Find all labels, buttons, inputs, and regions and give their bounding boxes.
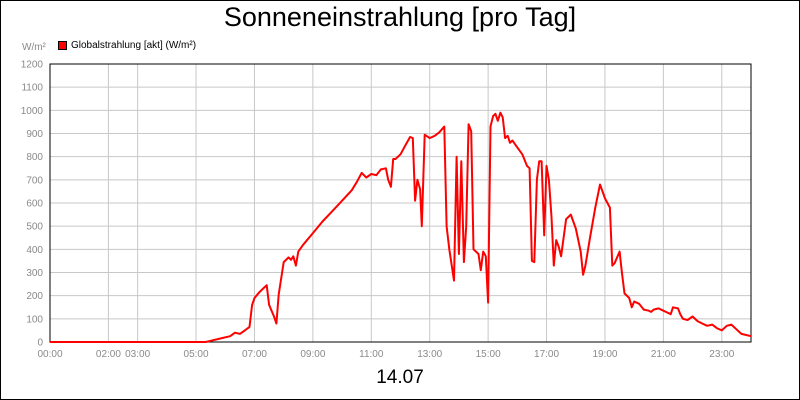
- y-tick-label: 500: [26, 222, 43, 233]
- y-tick-label: 700: [26, 175, 43, 186]
- x-tick-label: 03:00: [125, 349, 150, 360]
- x-tick-label: 15:00: [476, 349, 501, 360]
- legend: Globalstrahlung [akt] (W/m²): [58, 38, 196, 52]
- x-tick-label: 17:00: [534, 349, 559, 360]
- y-tick-label: 800: [26, 152, 43, 163]
- y-tick-label: 300: [26, 268, 43, 279]
- y-axis-unit-label: W/m²: [22, 42, 46, 53]
- y-tick-label: 1100: [21, 83, 43, 94]
- legend-swatch-icon: [58, 40, 67, 50]
- y-tick-label: 100: [26, 314, 43, 325]
- plot-border: [49, 63, 752, 343]
- x-tick-label: 00:00: [37, 349, 62, 360]
- y-tick-label: 1000: [21, 106, 44, 117]
- x-tick-label: 19:00: [592, 349, 617, 360]
- x-tick-label: 07:00: [242, 349, 267, 360]
- x-tick-label: 11:00: [359, 349, 384, 360]
- y-tick-label: 400: [26, 245, 43, 256]
- y-tick-label: 200: [26, 291, 43, 302]
- x-tick-label: 21:00: [651, 349, 676, 360]
- x-tick-label: 05:00: [184, 349, 209, 360]
- chart-title: Sonneneinstrahlung [pro Tag]: [223, 2, 577, 32]
- y-tick-label: 1200: [21, 60, 44, 71]
- series-line-globalstrahlung: [50, 111, 751, 343]
- date-label: 14.07: [376, 367, 424, 388]
- legend-label: Globalstrahlung [akt] (W/m²): [71, 39, 197, 51]
- y-tick-label: 0: [37, 338, 43, 349]
- x-tick-label: 02:00: [96, 349, 121, 360]
- x-tick-label: 13:00: [417, 349, 442, 360]
- y-tick-label: 900: [26, 129, 43, 140]
- x-tick-label: 09:00: [300, 349, 325, 360]
- x-tick-label: 23:00: [709, 349, 734, 360]
- y-tick-label: 600: [26, 199, 43, 210]
